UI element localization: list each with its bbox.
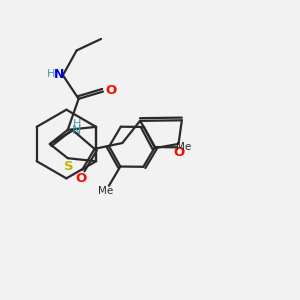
Text: O: O — [173, 146, 185, 159]
Text: H: H — [47, 69, 56, 79]
Text: H: H — [72, 119, 81, 129]
Text: Me: Me — [98, 186, 113, 197]
Text: N: N — [72, 124, 81, 137]
Text: O: O — [75, 172, 87, 185]
Text: N: N — [54, 68, 64, 80]
Text: O: O — [106, 84, 117, 98]
Text: S: S — [64, 160, 74, 173]
Text: Me: Me — [176, 142, 192, 152]
